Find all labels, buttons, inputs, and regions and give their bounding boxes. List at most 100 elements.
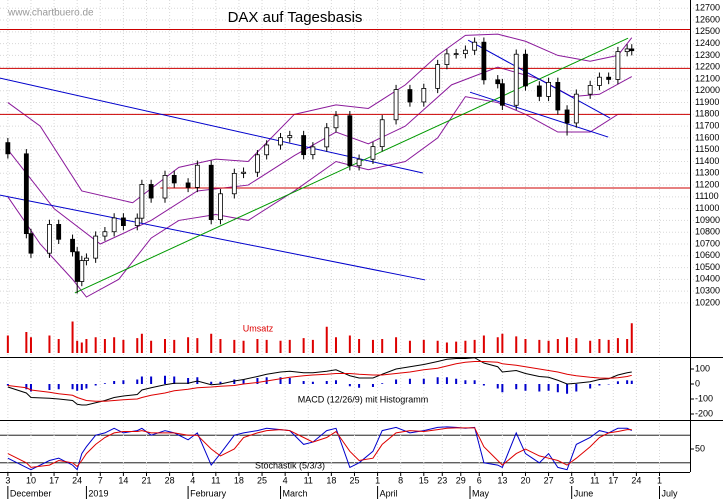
candle-body [208,164,214,220]
y-tick-label: 12000 [695,85,720,95]
histogram-bar [6,384,9,386]
candle-body [453,53,459,56]
histogram-bar [436,377,439,384]
volume-bar [163,339,166,353]
histogram-bar [575,384,578,392]
histogram-bar [626,380,629,384]
candle-body [134,217,140,227]
volume-bar [187,337,190,353]
x-tick-label: 6 [477,475,482,485]
macd-label: MACD (12/26/9) mit Histogramm [298,394,429,404]
histogram-bar [334,380,337,384]
y-tick-label: 11600 [695,132,719,142]
histogram-bar [48,384,51,390]
trend-line [0,77,423,174]
y-tick-label: 12300 [695,50,720,60]
candle-body [120,217,126,227]
candle-body [347,115,353,167]
volume-bar [6,335,9,353]
candle-body [444,53,450,65]
volume-bar [436,340,439,353]
histogram-bar [445,377,448,384]
volume-bar [210,333,213,353]
month-label: July [661,488,678,498]
volume-bar [358,339,361,353]
histogram-bar [76,384,79,391]
candle-body [278,137,283,146]
y-tick-label: 10800 [695,227,720,237]
histogram-bar [113,381,116,384]
histogram-bar [311,381,314,384]
volume-bar [71,321,74,353]
histogram-bar [233,379,236,384]
volume-bar [371,339,374,353]
histogram-bar [256,378,259,384]
volume-bar [80,342,83,353]
histogram-bar [163,375,166,384]
x-tick-label: 3 [5,475,10,485]
volume-label: Umsatz [243,323,274,333]
histogram-bar [94,384,97,386]
histogram-bar [395,379,398,384]
y-tick-label: 10600 [695,250,720,260]
y-tick-label: 10400 [695,274,720,284]
histogram-bar [187,378,190,384]
histogram-bar [348,384,351,387]
y-tick-label: 0 [695,378,700,388]
volume-bar [348,335,351,353]
candle-body [310,146,316,156]
volume-bar [150,340,153,353]
x-tick-label: 20 [520,475,530,485]
volume-bar [85,339,88,353]
histogram-bar [566,384,569,394]
y-tick-label: 12700 [695,3,720,13]
y-tick-label: 11700 [695,120,719,130]
bollinger-band [7,33,633,204]
candle-body [624,48,630,53]
volume-bar [94,337,97,353]
volume-bar [140,333,143,353]
histogram-bar [482,384,485,386]
candle-body [148,184,154,199]
x-tick-label: 11 [304,475,313,485]
candle-body [407,89,413,103]
volume-bar [607,339,610,353]
volume-bar [473,339,476,353]
volume-bar [219,339,222,353]
volume-bar [547,340,550,353]
candle-body [573,93,579,124]
month-label: 2019 [88,488,108,498]
candle-body [79,260,85,282]
x-tick-label: 3 [569,475,574,485]
y-tick-label: 10700 [695,238,720,248]
candle-body [629,48,635,52]
candle-body [435,64,441,89]
candle-body [421,88,427,103]
candle-body [255,154,260,173]
x-tick-label: 18 [234,475,244,485]
volume-bar [589,340,592,353]
histogram-bar [29,384,32,392]
candle-body [241,171,246,174]
candle-body [47,224,52,254]
histogram-bar [242,379,245,384]
candle-body [536,85,542,97]
x-tick-label: 14 [118,475,128,485]
histogram-bar [140,376,143,384]
candle-body [74,251,80,282]
volume-bar [381,339,384,353]
volume-bar [501,333,504,353]
y-tick-label: 11500 [695,144,719,154]
volume-bar [566,337,569,353]
volume-bar [575,338,578,353]
candle-body [162,174,168,199]
histogram-bar [538,384,541,392]
y-tick-label: 10200 [695,297,720,307]
candle-body [564,109,570,124]
volume-bar [25,332,28,353]
y-tick-label: 12400 [695,38,720,48]
candle-body [194,164,200,188]
histogram-bar [302,381,305,384]
